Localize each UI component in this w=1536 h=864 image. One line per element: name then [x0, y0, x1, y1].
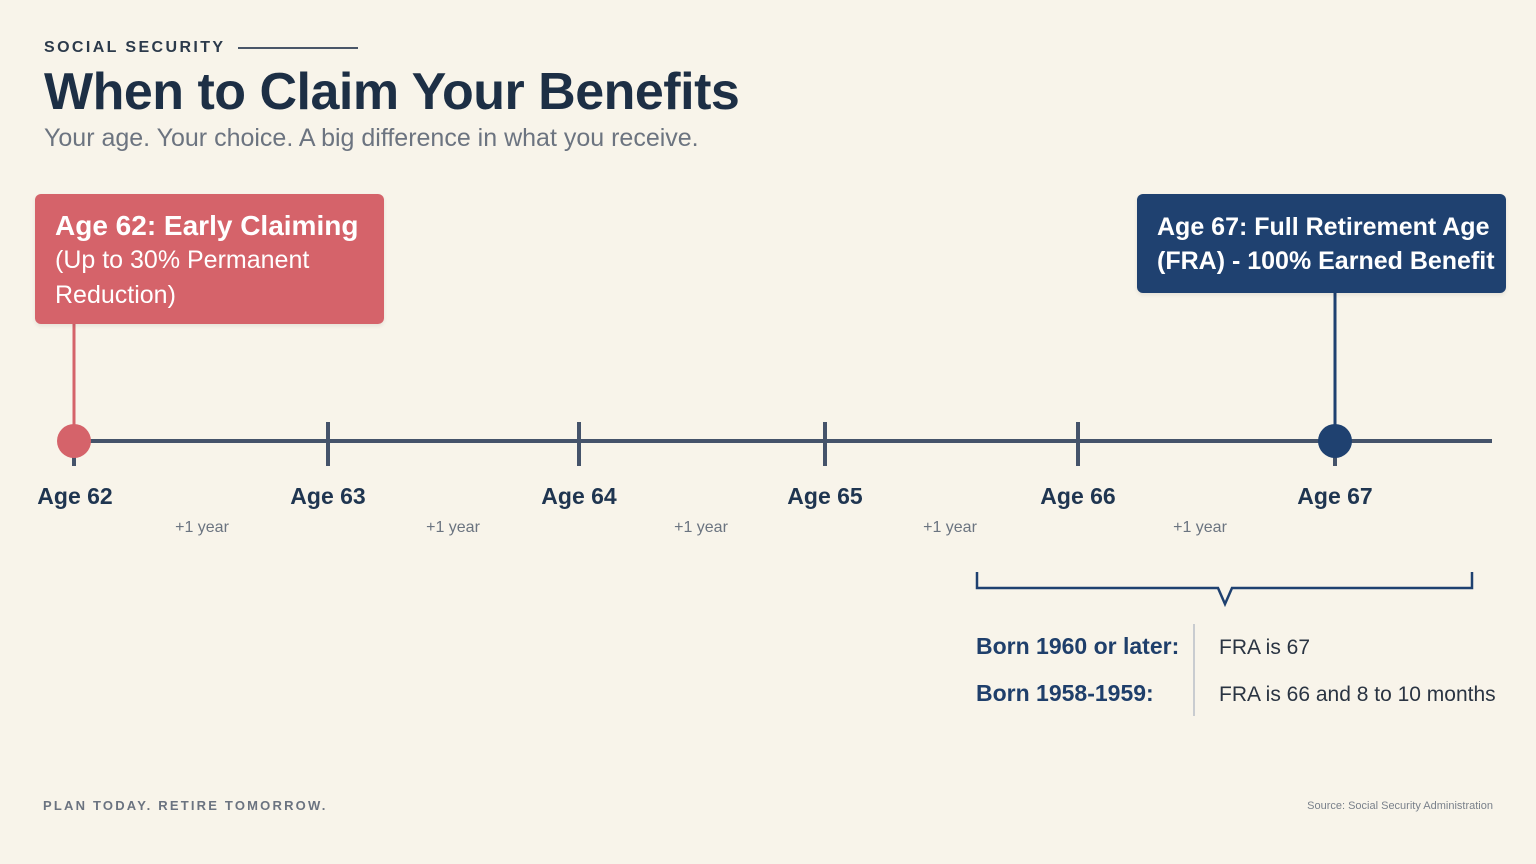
age-label-64: Age 64	[541, 483, 617, 509]
table-divider	[1193, 624, 1195, 716]
early-marker	[57, 424, 91, 458]
fra-value-1960: FRA is 67	[1219, 636, 1311, 659]
fra-callout: Age 67: Full Retirement Age (FRA) - 100%…	[1137, 194, 1506, 293]
age-label-65: Age 65	[787, 483, 863, 509]
interval-label: +1 year	[1173, 519, 1227, 536]
interval-label: +1 year	[674, 519, 728, 536]
early-claiming-callout: Age 62: Early Claiming (Up to 30% Perman…	[35, 194, 384, 324]
fra-bracket	[975, 572, 1474, 608]
interval-label: +1 year	[923, 519, 977, 536]
footer-source: Source: Social Security Administration	[1307, 800, 1493, 812]
fra-callout-line1: Age 67: Full Retirement Age	[1157, 213, 1490, 241]
eyebrow: SOCIAL SECURITY	[44, 39, 358, 57]
page-title: When to Claim Your Benefits	[44, 63, 740, 121]
early-callout-detail: (Up to 30% Permanent Reduction)	[55, 246, 310, 309]
fra-callout-line2: (FRA) - 100% Earned Benefit	[1157, 247, 1495, 275]
born-key-1958: Born 1958-1959:	[976, 680, 1154, 706]
age-label-63: Age 63	[290, 483, 366, 509]
eyebrow-rule	[237, 47, 358, 49]
fra-value-1958: FRA is 66 and 8 to 10 months	[1219, 683, 1496, 706]
early-callout-headline: Age 62: Early Claiming	[55, 210, 359, 241]
age-label-66: Age 66	[1040, 483, 1116, 509]
eyebrow-text: SOCIAL SECURITY	[44, 39, 226, 56]
page-subtitle: Your age. Your choice. A big difference …	[44, 124, 699, 152]
age-label-62: Age 62	[37, 483, 113, 509]
fra-marker	[1318, 424, 1352, 458]
interval-label: +1 year	[175, 519, 229, 536]
interval-label: +1 year	[426, 519, 480, 536]
age-label-67: Age 67	[1297, 483, 1373, 509]
footer-tagline: PLAN TODAY. RETIRE TOMORROW.	[43, 798, 328, 813]
born-key-1960: Born 1960 or later:	[976, 633, 1180, 659]
